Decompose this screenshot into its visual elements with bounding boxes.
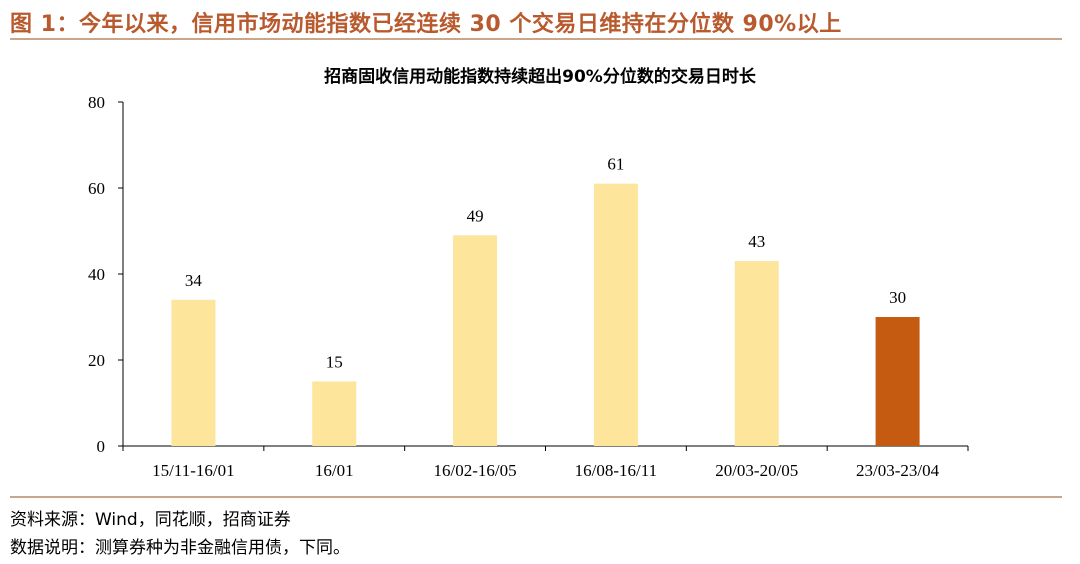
bar <box>312 381 357 446</box>
y-tick-label: 20 <box>88 351 105 370</box>
x-tick-label: 16/02-16/05 <box>434 461 517 480</box>
y-tick-label: 40 <box>88 265 105 284</box>
x-tick-label: 20/03-20/05 <box>715 461 798 480</box>
y-tick-label: 80 <box>88 93 105 112</box>
figure-title: 图 1：今年以来，信用市场动能指数已经连续 30 个交易日维持在分位数 90%以… <box>10 12 842 37</box>
x-tick-label: 16/01 <box>315 461 354 480</box>
bar <box>171 299 216 446</box>
data-label: 49 <box>467 206 484 225</box>
data-label: 15 <box>326 353 343 372</box>
bar <box>734 261 779 446</box>
data-label: 43 <box>748 232 765 251</box>
bar-chart: 0 20 40 60 80 34 15/11-16/01 15 16/01 49 16/02-16/… <box>88 93 969 480</box>
bar <box>875 317 920 446</box>
y-tick-label: 0 <box>97 437 106 456</box>
bar <box>453 235 498 446</box>
footer-divider <box>10 496 1062 498</box>
data-label: 30 <box>889 288 906 307</box>
y-tick-label: 60 <box>88 179 105 198</box>
bar <box>593 183 638 446</box>
data-note: 数据说明：测算券种为非金融信用债，下同。 <box>10 538 350 558</box>
chart-title: 招商固收信用动能指数持续超出90%分位数的交易日时长 <box>324 67 756 87</box>
x-tick-label: 15/11-16/01 <box>152 461 234 480</box>
x-tick-label: 23/03-23/04 <box>856 461 940 480</box>
data-label: 34 <box>185 271 203 290</box>
data-label: 61 <box>607 155 624 174</box>
figure-header: 图 1：今年以来，信用市场动能指数已经连续 30 个交易日维持在分位数 90%以… <box>10 4 1062 40</box>
source-note: 资料来源：Wind，同花顺，招商证券 <box>10 510 291 530</box>
x-tick-label: 16/08-16/11 <box>575 461 657 480</box>
